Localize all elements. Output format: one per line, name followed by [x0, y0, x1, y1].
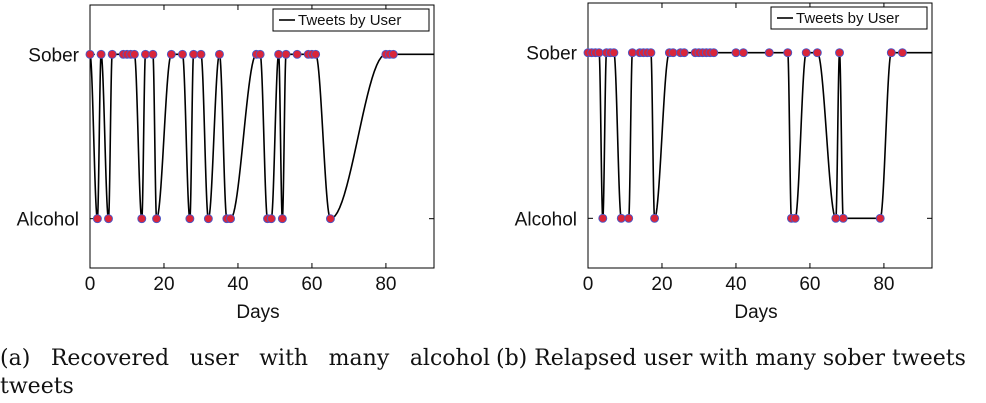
data-point [598, 213, 608, 223]
data-point [215, 49, 224, 59]
data-point [627, 48, 637, 58]
data-point [709, 48, 719, 58]
chart-panel-b: 0 20 40 60 80 Alcohol Sober Days Tweets by User [515, 2, 933, 323]
y-tick-label: Alcohol [515, 209, 577, 230]
y-tick-label: Alcohol [17, 210, 79, 231]
data-point [783, 48, 793, 58]
data-point [646, 48, 656, 58]
y-tick-label: Sober [28, 45, 79, 66]
data-point [277, 214, 287, 224]
data-point [388, 49, 398, 59]
x-tick-label: 20 [153, 274, 174, 295]
x-axis-label: Days [734, 302, 777, 323]
data-point [255, 49, 265, 59]
x-tick-label: 80 [873, 274, 894, 295]
data-point [85, 49, 95, 59]
data-point [838, 213, 848, 223]
y-tick-label: Sober [526, 44, 577, 65]
x-tick-label: 80 [375, 274, 396, 295]
caption-a: (a) Recovered user with many alcohol twe… [0, 346, 490, 399]
data-point [203, 214, 213, 224]
data-point [189, 49, 199, 59]
x-tick-label: 60 [799, 274, 820, 295]
data-point [148, 49, 158, 59]
data-point [609, 48, 619, 58]
legend-box [770, 6, 928, 30]
axes-box [587, 2, 933, 269]
x-tick-label: 40 [725, 274, 746, 295]
data-point [812, 48, 822, 58]
data-point [790, 213, 800, 223]
data-point [679, 48, 689, 58]
data-point [835, 48, 844, 58]
data-point [668, 48, 678, 58]
data-point [96, 49, 106, 59]
data-point [650, 213, 660, 223]
data-point [801, 48, 811, 58]
data-point [594, 48, 604, 58]
data-point [137, 214, 147, 224]
axes-box [89, 4, 435, 269]
x-tick-label: 40 [227, 274, 248, 295]
data-point [185, 214, 195, 224]
data-point [831, 213, 841, 223]
data-point [226, 214, 236, 224]
chart-panel-a: 0 20 40 60 80 Alcohol Sober Days Tweets by User [17, 4, 435, 323]
data-point [886, 48, 896, 58]
data-point [731, 48, 741, 58]
caption-b: (b) Relapsed user with many sober tweets [496, 346, 966, 371]
data-point [764, 48, 774, 58]
data-point [129, 49, 139, 59]
series-line [89, 51, 434, 222]
data-point [274, 49, 284, 59]
data-point [107, 49, 117, 59]
x-tick-label: 60 [301, 274, 322, 295]
data-point [92, 214, 102, 224]
x-axis-label: Days [236, 302, 279, 323]
data-point [178, 49, 187, 59]
x-tick-label: 0 [583, 274, 594, 295]
data-point [166, 49, 176, 59]
data-point [325, 214, 335, 224]
data-point [738, 48, 748, 58]
data-point [897, 48, 907, 58]
legend-label: Tweets by User [298, 12, 401, 29]
data-point [311, 49, 321, 59]
data-point [196, 49, 206, 59]
data-point [141, 49, 150, 59]
data-point [616, 213, 626, 223]
legend-label: Tweets by User [796, 10, 899, 27]
data-point [624, 213, 634, 223]
data-point [152, 214, 162, 224]
x-tick-label: 0 [85, 274, 96, 295]
x-tick-label: 20 [651, 274, 672, 295]
legend-box [272, 8, 430, 32]
series-line [588, 51, 932, 221]
data-point [104, 214, 113, 224]
data-point [875, 213, 885, 223]
data-point [292, 49, 302, 59]
data-point [281, 49, 291, 59]
data-point [266, 214, 276, 224]
